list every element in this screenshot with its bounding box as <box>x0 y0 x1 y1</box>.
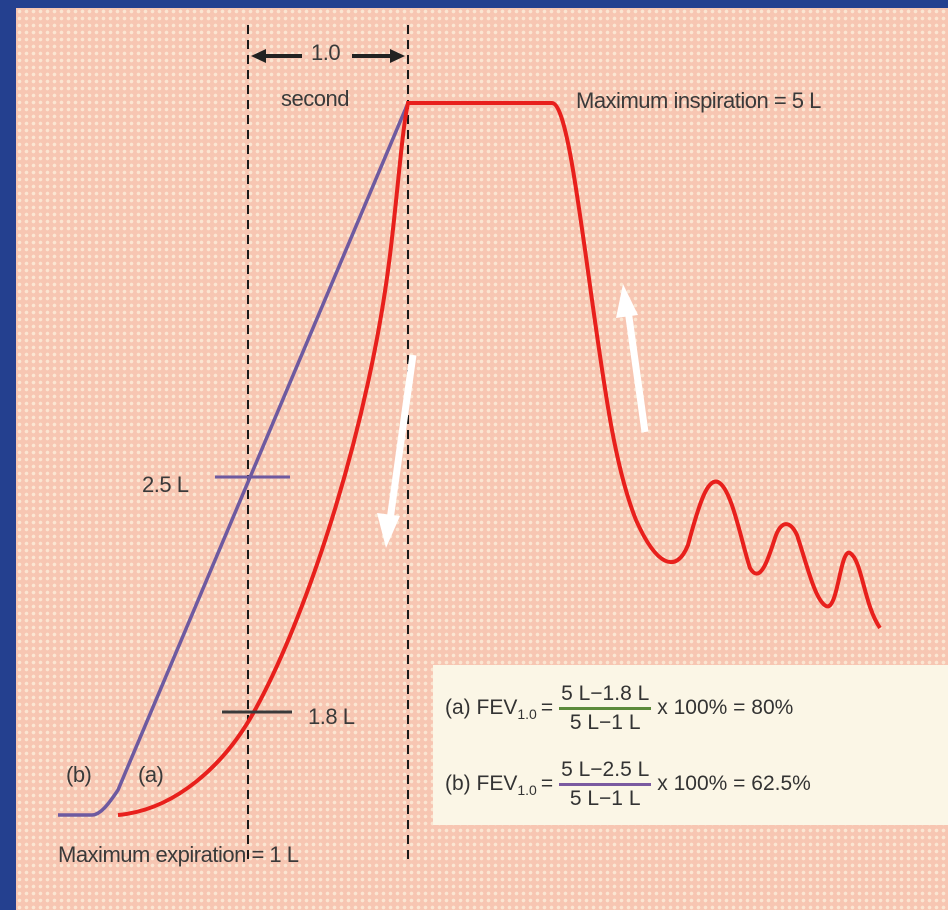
formula-a-denominator: 5 L−1 L <box>569 710 641 734</box>
spirogram-diagram <box>58 25 882 862</box>
formula-a-fraction-bar <box>559 706 652 710</box>
formula-b-denominator: 5 L−1 L <box>569 786 641 810</box>
max-inspiration-label: Maximum inspiration = 5 L <box>576 88 821 113</box>
formula-b-fraction-bar <box>559 782 652 786</box>
spirogram-paper: 1.0 second Maximum inspiration = 5 L 2.5… <box>16 8 948 910</box>
formula-a-eq: = <box>540 696 554 719</box>
interval-value-label: 1.0 <box>311 40 341 65</box>
frame-left-border <box>0 0 16 910</box>
curve-b <box>58 102 410 817</box>
curve-a <box>117 101 882 817</box>
formula-a-tag: (a) <box>445 696 471 719</box>
formula-b-subscript: 1.0 <box>517 782 537 798</box>
formula-b-result: 62.5% <box>751 772 811 795</box>
formula-b-tag: (b) <box>445 772 471 795</box>
level-1-8-label: 1.8 L <box>308 704 355 729</box>
formula-b-numerator: 5 L−2.5 L <box>561 757 650 781</box>
interval-unit-label: second <box>281 86 349 111</box>
max-expiration-label: Maximum expiration = 1 L <box>58 842 299 867</box>
formula-b-times: x 100% = <box>657 772 746 795</box>
formula-a-result: 80% <box>751 696 794 719</box>
formula-row-b: (b) FEV 1.0 = 5 L−2.5 L 5 L−1 L x 100% =… <box>445 749 811 819</box>
formula-a-subscript: 1.0 <box>517 706 537 722</box>
formula-row-a: (a) FEV 1.0 = 5 L−1.8 L 5 L−1 L x 100% =… <box>445 673 793 743</box>
arrow-left-icon <box>251 49 302 63</box>
curve-a-label: (a) <box>138 762 164 787</box>
arrow-down-icon <box>377 354 417 548</box>
formula-a-numerator: 5 L−1.8 L <box>561 681 650 705</box>
arrow-up-icon <box>616 284 649 433</box>
formula-a-fraction: 5 L−1.8 L 5 L−1 L <box>559 681 652 735</box>
formula-a-times: x 100% = <box>657 696 746 719</box>
formula-b-fraction: 5 L−2.5 L 5 L−1 L <box>559 757 652 811</box>
fev-formula-box: (a) FEV 1.0 = 5 L−1.8 L 5 L−1 L x 100% =… <box>433 665 948 825</box>
formula-b-name: FEV <box>476 772 518 795</box>
formula-a-name: FEV <box>476 696 518 719</box>
arrow-right-icon <box>352 49 405 63</box>
frame-top-border <box>0 0 948 8</box>
formula-b-eq: = <box>540 772 554 795</box>
level-2-5-label: 2.5 L <box>142 472 189 497</box>
curve-b-label: (b) <box>66 762 92 787</box>
